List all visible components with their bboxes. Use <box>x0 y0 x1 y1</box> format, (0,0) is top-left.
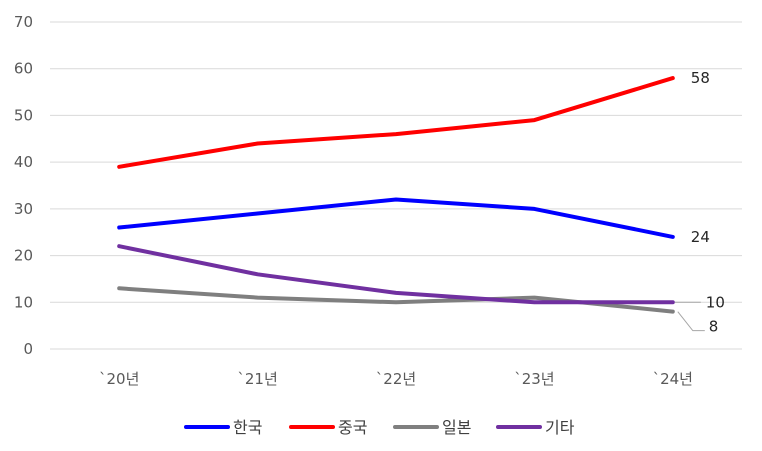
data-label-1: 58 <box>691 69 710 87</box>
y-tick-label: 60 <box>14 60 33 78</box>
legend: 한국 중국 일본 기타 <box>184 418 575 437</box>
legend-label-1: 중국 <box>338 418 367 437</box>
legend-label-3: 기타 <box>545 418 575 437</box>
y-tick-label: 30 <box>14 200 33 218</box>
data-label-2: 8 <box>709 318 719 336</box>
x-tick-label: `23년 <box>514 370 554 388</box>
y-tick-label: 40 <box>14 153 33 171</box>
leader-line-8 <box>677 311 705 332</box>
series-line-0 <box>117 197 675 239</box>
label-leader-lines <box>674 301 705 332</box>
x-tick-label: `21년 <box>237 370 277 388</box>
y-tick-label: 70 <box>14 13 33 31</box>
data-label-3: 10 <box>706 293 725 311</box>
y-tick-label: 0 <box>23 340 33 358</box>
y-tick-label: 20 <box>14 247 33 265</box>
series-line-3 <box>117 244 675 305</box>
x-axis: `20년 `21년 `22년 `23년 `24년 <box>99 370 693 388</box>
y-tick-label: 10 <box>14 293 33 311</box>
legend-label-2: 일본 <box>442 418 471 437</box>
series-line-1 <box>117 76 675 169</box>
x-tick-label: `22년 <box>376 370 416 388</box>
gridlines <box>50 21 742 350</box>
y-tick-label: 50 <box>14 106 33 124</box>
series-lines <box>117 76 675 314</box>
x-tick-label: `24년 <box>653 370 693 388</box>
y-axis: 0 10 20 30 40 50 60 70 <box>14 13 33 358</box>
legend-label-0: 한국 <box>233 418 262 437</box>
data-label-0: 24 <box>691 228 710 246</box>
x-tick-label: `20년 <box>99 370 139 388</box>
data-labels: 24 58 8 10 <box>691 69 725 336</box>
